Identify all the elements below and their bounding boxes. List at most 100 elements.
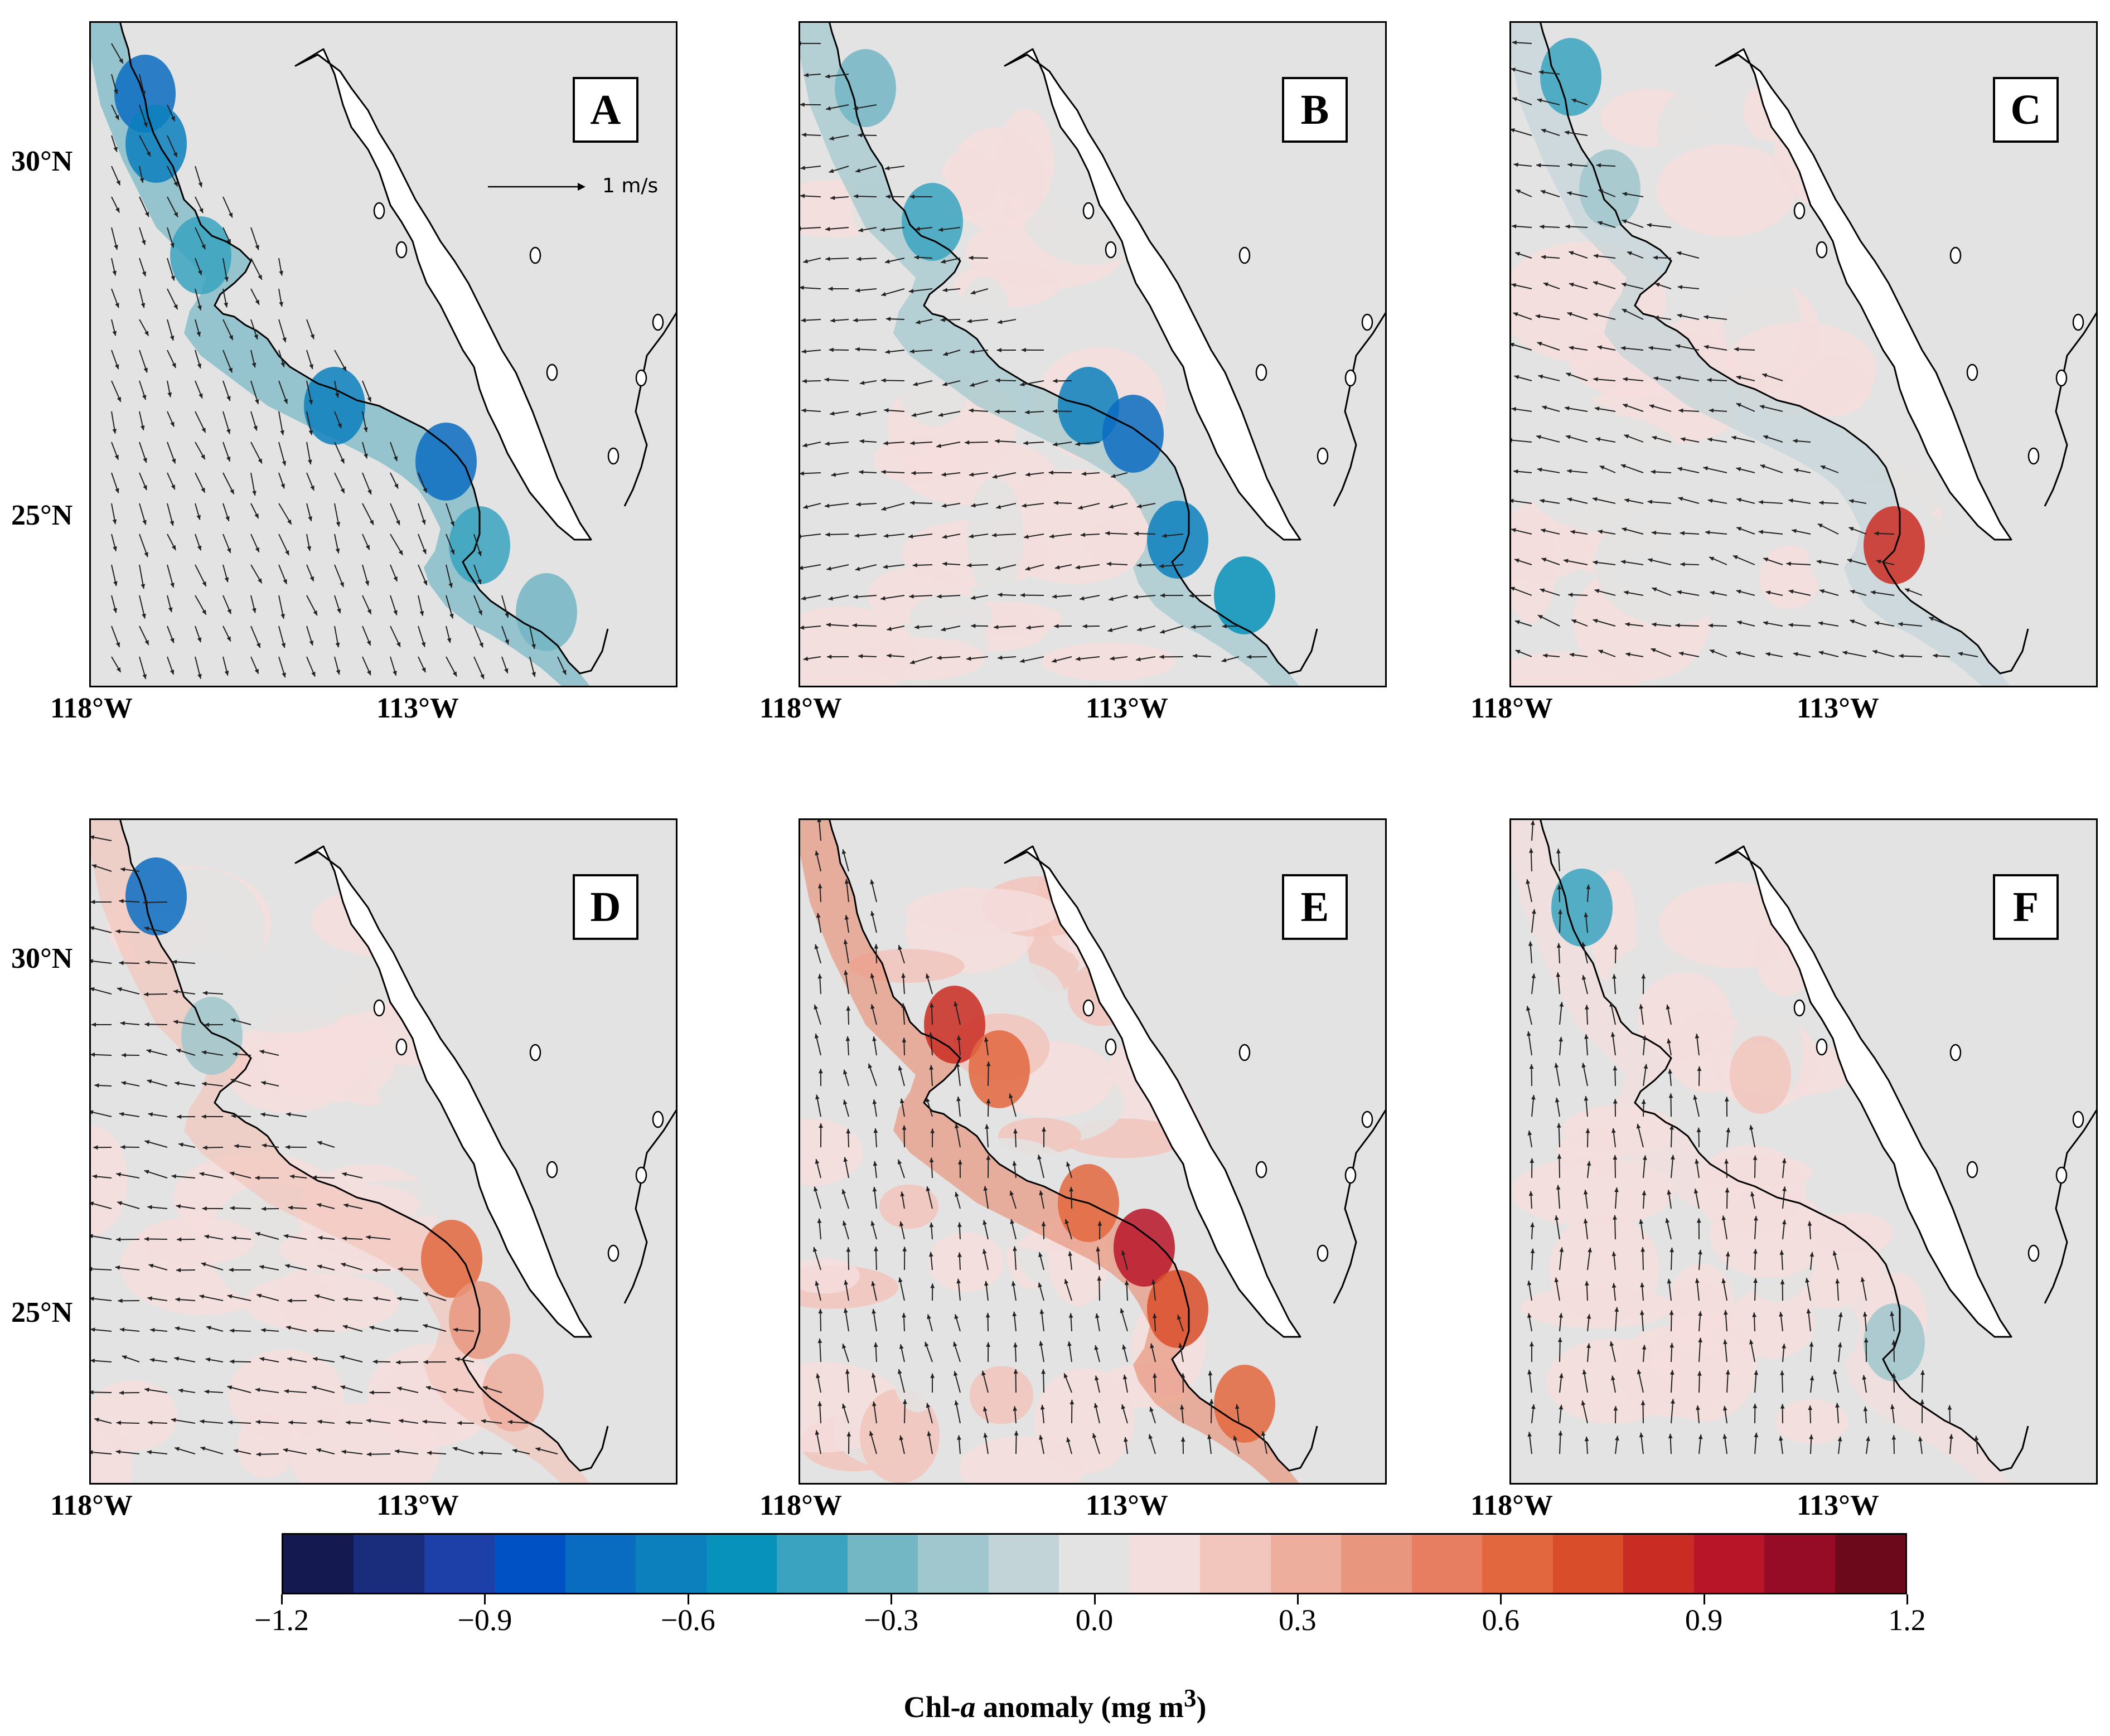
wind-vector-head xyxy=(1947,1405,1952,1410)
wind-vector-head xyxy=(1611,1375,1615,1381)
wind-vector-head xyxy=(1696,1127,1701,1132)
wind-vector-head xyxy=(873,1342,878,1347)
wind-vector-head xyxy=(1709,556,1715,561)
wind-vector-head xyxy=(280,430,285,435)
wind-vector-head xyxy=(202,991,208,996)
wind-vector-head xyxy=(1669,1310,1674,1315)
offshore-anomaly-patch xyxy=(1728,1287,1816,1359)
wind-vector-head xyxy=(255,1388,260,1393)
wind-vector-head xyxy=(1529,1341,1534,1347)
wind-vector-head xyxy=(1668,1093,1673,1098)
wind-vector-head xyxy=(1569,282,1574,287)
wind-vector-head xyxy=(1610,1032,1615,1037)
colorbar-tick-mark xyxy=(687,1594,689,1604)
wind-vector-head xyxy=(1063,1373,1068,1379)
wind-vector-head xyxy=(204,1389,209,1394)
wind-vector-head xyxy=(113,608,118,613)
wind-vector-head xyxy=(480,673,485,679)
wind-vector-head xyxy=(870,911,875,917)
colorbar-tick-label: −0.6 xyxy=(660,1603,715,1637)
wind-vector-head xyxy=(1763,435,1769,440)
offshore-anomaly-patch xyxy=(1788,355,1872,417)
wind-vector-head xyxy=(883,534,889,539)
wind-vector-head xyxy=(119,899,124,904)
wind-vector-head xyxy=(954,1400,959,1405)
wind-vector-head xyxy=(859,469,864,474)
wind-vector-head xyxy=(942,534,947,539)
wind-vector-head xyxy=(902,1399,907,1404)
longitude-label: 113°W xyxy=(376,692,459,724)
wind-vector-head xyxy=(941,503,947,508)
wind-vector-head xyxy=(143,122,148,128)
wind-vector-head xyxy=(1556,972,1561,977)
wind-vector-head xyxy=(535,1447,541,1452)
offshore-anomaly-patch xyxy=(89,458,173,534)
wind-vector-head xyxy=(114,89,118,94)
latitude-label: 25°N xyxy=(11,1297,73,1328)
wind-vector-head xyxy=(89,1390,94,1395)
wind-vector-head xyxy=(112,519,117,525)
wind-vector-head xyxy=(481,1419,486,1424)
island xyxy=(2055,369,2068,387)
offshore-anomaly-patch xyxy=(1656,144,1796,237)
mainland-coastline xyxy=(2044,1108,2098,1304)
island xyxy=(546,363,558,381)
wind-vector-head xyxy=(365,580,370,586)
wind-vector-head xyxy=(279,302,284,307)
wind-vector-head xyxy=(1647,500,1653,505)
wind-vector-head xyxy=(457,1420,462,1425)
wind-vector-head xyxy=(954,1001,959,1007)
wind-vector-head xyxy=(983,1186,988,1191)
wind-vector-head xyxy=(395,1360,401,1365)
wind-vector-head xyxy=(844,1280,849,1285)
wind-vector-head xyxy=(1597,345,1603,350)
offshore-anomaly-patch xyxy=(326,126,381,240)
wind-vector-head xyxy=(228,367,233,373)
wind-vector-head xyxy=(115,115,119,120)
wind-vector-head xyxy=(1726,1127,1731,1133)
wind-vector-head xyxy=(1704,314,1709,319)
wind-vector-head xyxy=(845,1369,850,1374)
wind-vector-head xyxy=(869,1430,874,1436)
colorbar-tick-label: −0.3 xyxy=(864,1603,919,1637)
wind-vector-head xyxy=(112,331,117,336)
wind-vector-head xyxy=(196,331,201,337)
wind-vector-head xyxy=(1817,523,1823,528)
wind-vector-head xyxy=(206,1326,211,1330)
wind-vector-head xyxy=(817,1338,822,1344)
wind-vector-head xyxy=(1666,1005,1671,1010)
wind-vector-head xyxy=(1583,1190,1588,1195)
wind-vector-head xyxy=(998,593,1003,597)
wind-vector-head xyxy=(983,1433,988,1438)
wind-vector-head xyxy=(1012,1311,1017,1317)
wind-vector-head xyxy=(1038,1282,1043,1288)
gulf-of-california-outline xyxy=(1715,845,2012,1338)
wind-vector-head xyxy=(1788,498,1793,503)
wind-vector-head xyxy=(201,244,206,250)
wind-vector-head xyxy=(398,1267,403,1272)
wind-vector-head xyxy=(858,133,863,138)
gulf-of-california-outline xyxy=(1715,48,2012,541)
wind-vector-head xyxy=(1585,1128,1590,1133)
offshore-anomaly-patch xyxy=(177,586,233,681)
wind-vector-head xyxy=(1640,1247,1646,1252)
coastal-hotspot xyxy=(170,216,231,294)
wind-vector-head xyxy=(224,577,229,583)
wind-vector-head xyxy=(815,1281,820,1286)
wind-vector-head xyxy=(871,1281,875,1286)
scale-arrow-head xyxy=(578,183,585,191)
wind-vector-head xyxy=(452,671,457,677)
wind-vector-head xyxy=(872,1401,877,1407)
wind-vector-head xyxy=(280,362,285,367)
wind-vector-head xyxy=(1014,1430,1019,1436)
wind-vector-head xyxy=(113,147,118,152)
wind-vector-head xyxy=(1731,435,1736,440)
wind-vector-head xyxy=(227,609,231,614)
wind-vector-head xyxy=(1559,1404,1564,1410)
wind-vector-head xyxy=(316,1203,322,1208)
wind-vector-head xyxy=(986,1098,991,1104)
wind-vector-head xyxy=(1571,619,1577,624)
wind-vector-head xyxy=(1136,657,1141,662)
wind-vector-head xyxy=(1531,973,1536,978)
wind-vector-head xyxy=(1676,375,1681,380)
